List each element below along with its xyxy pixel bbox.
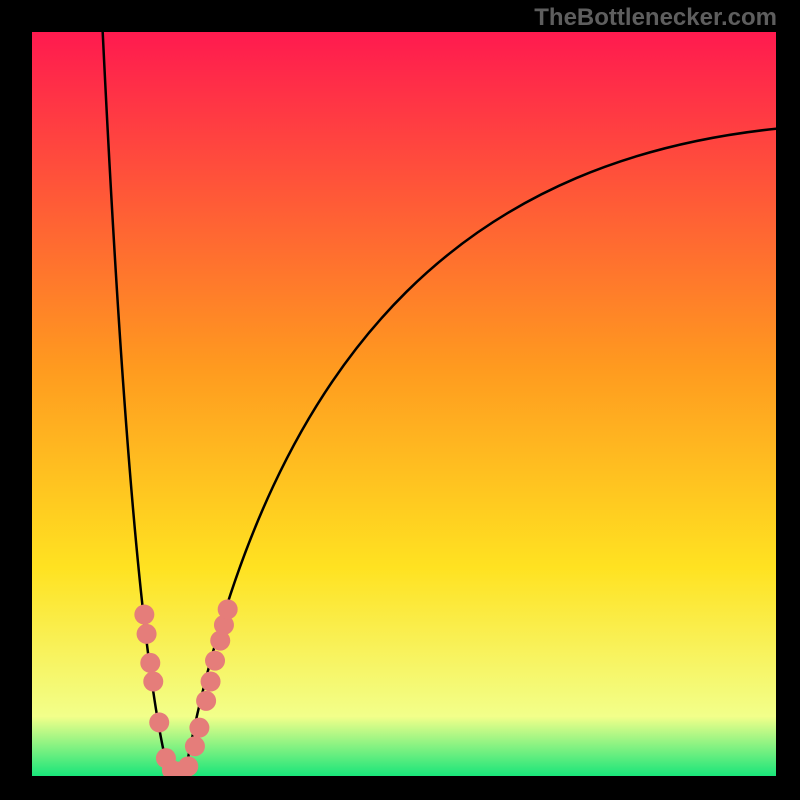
marker-point <box>140 653 160 673</box>
marker-point <box>196 691 216 711</box>
marker-point <box>149 712 169 732</box>
plot-overlay <box>32 32 776 776</box>
marker-point <box>189 718 209 738</box>
marker-point <box>143 672 163 692</box>
marker-point <box>201 672 221 692</box>
marker-point <box>134 605 154 625</box>
marker-point <box>205 651 225 671</box>
marker-point <box>185 736 205 756</box>
bottleneck-curve <box>103 32 776 776</box>
figure-root: TheBottlenecker.com <box>0 0 800 800</box>
plot-area <box>32 32 776 776</box>
marker-point <box>218 599 238 619</box>
marker-point <box>178 756 198 776</box>
watermark-text: TheBottlenecker.com <box>534 4 777 32</box>
marker-point <box>137 624 157 644</box>
